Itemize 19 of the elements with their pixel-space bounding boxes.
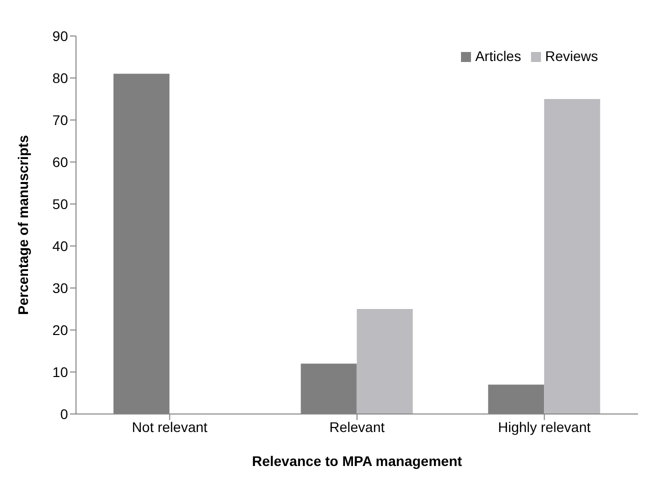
- y-tick-label: 90: [52, 28, 68, 44]
- y-tick-label: 80: [52, 70, 68, 86]
- x-tick-label: Not relevant: [132, 418, 208, 435]
- y-tick-label: 0: [60, 406, 68, 422]
- y-tick-label: 10: [52, 364, 68, 380]
- y-tick-label: 40: [52, 238, 68, 254]
- x-axis-title: Relevance to MPA management: [252, 453, 462, 469]
- y-axis-title: Percentage of manuscripts: [14, 134, 31, 315]
- legend-label: Reviews: [545, 48, 598, 64]
- legend-label: Articles: [475, 48, 522, 64]
- y-tick-label: 60: [52, 154, 68, 170]
- y-tick-label: 50: [52, 196, 68, 212]
- bar: [544, 99, 600, 414]
- x-tick-label: Highly relevant: [498, 418, 591, 435]
- x-tick-label: Relevant: [329, 418, 385, 435]
- y-tick-label: 30: [52, 280, 68, 296]
- y-tick-label: 70: [52, 112, 68, 128]
- bar: [356, 309, 413, 414]
- y-tick-label: 20: [52, 322, 68, 338]
